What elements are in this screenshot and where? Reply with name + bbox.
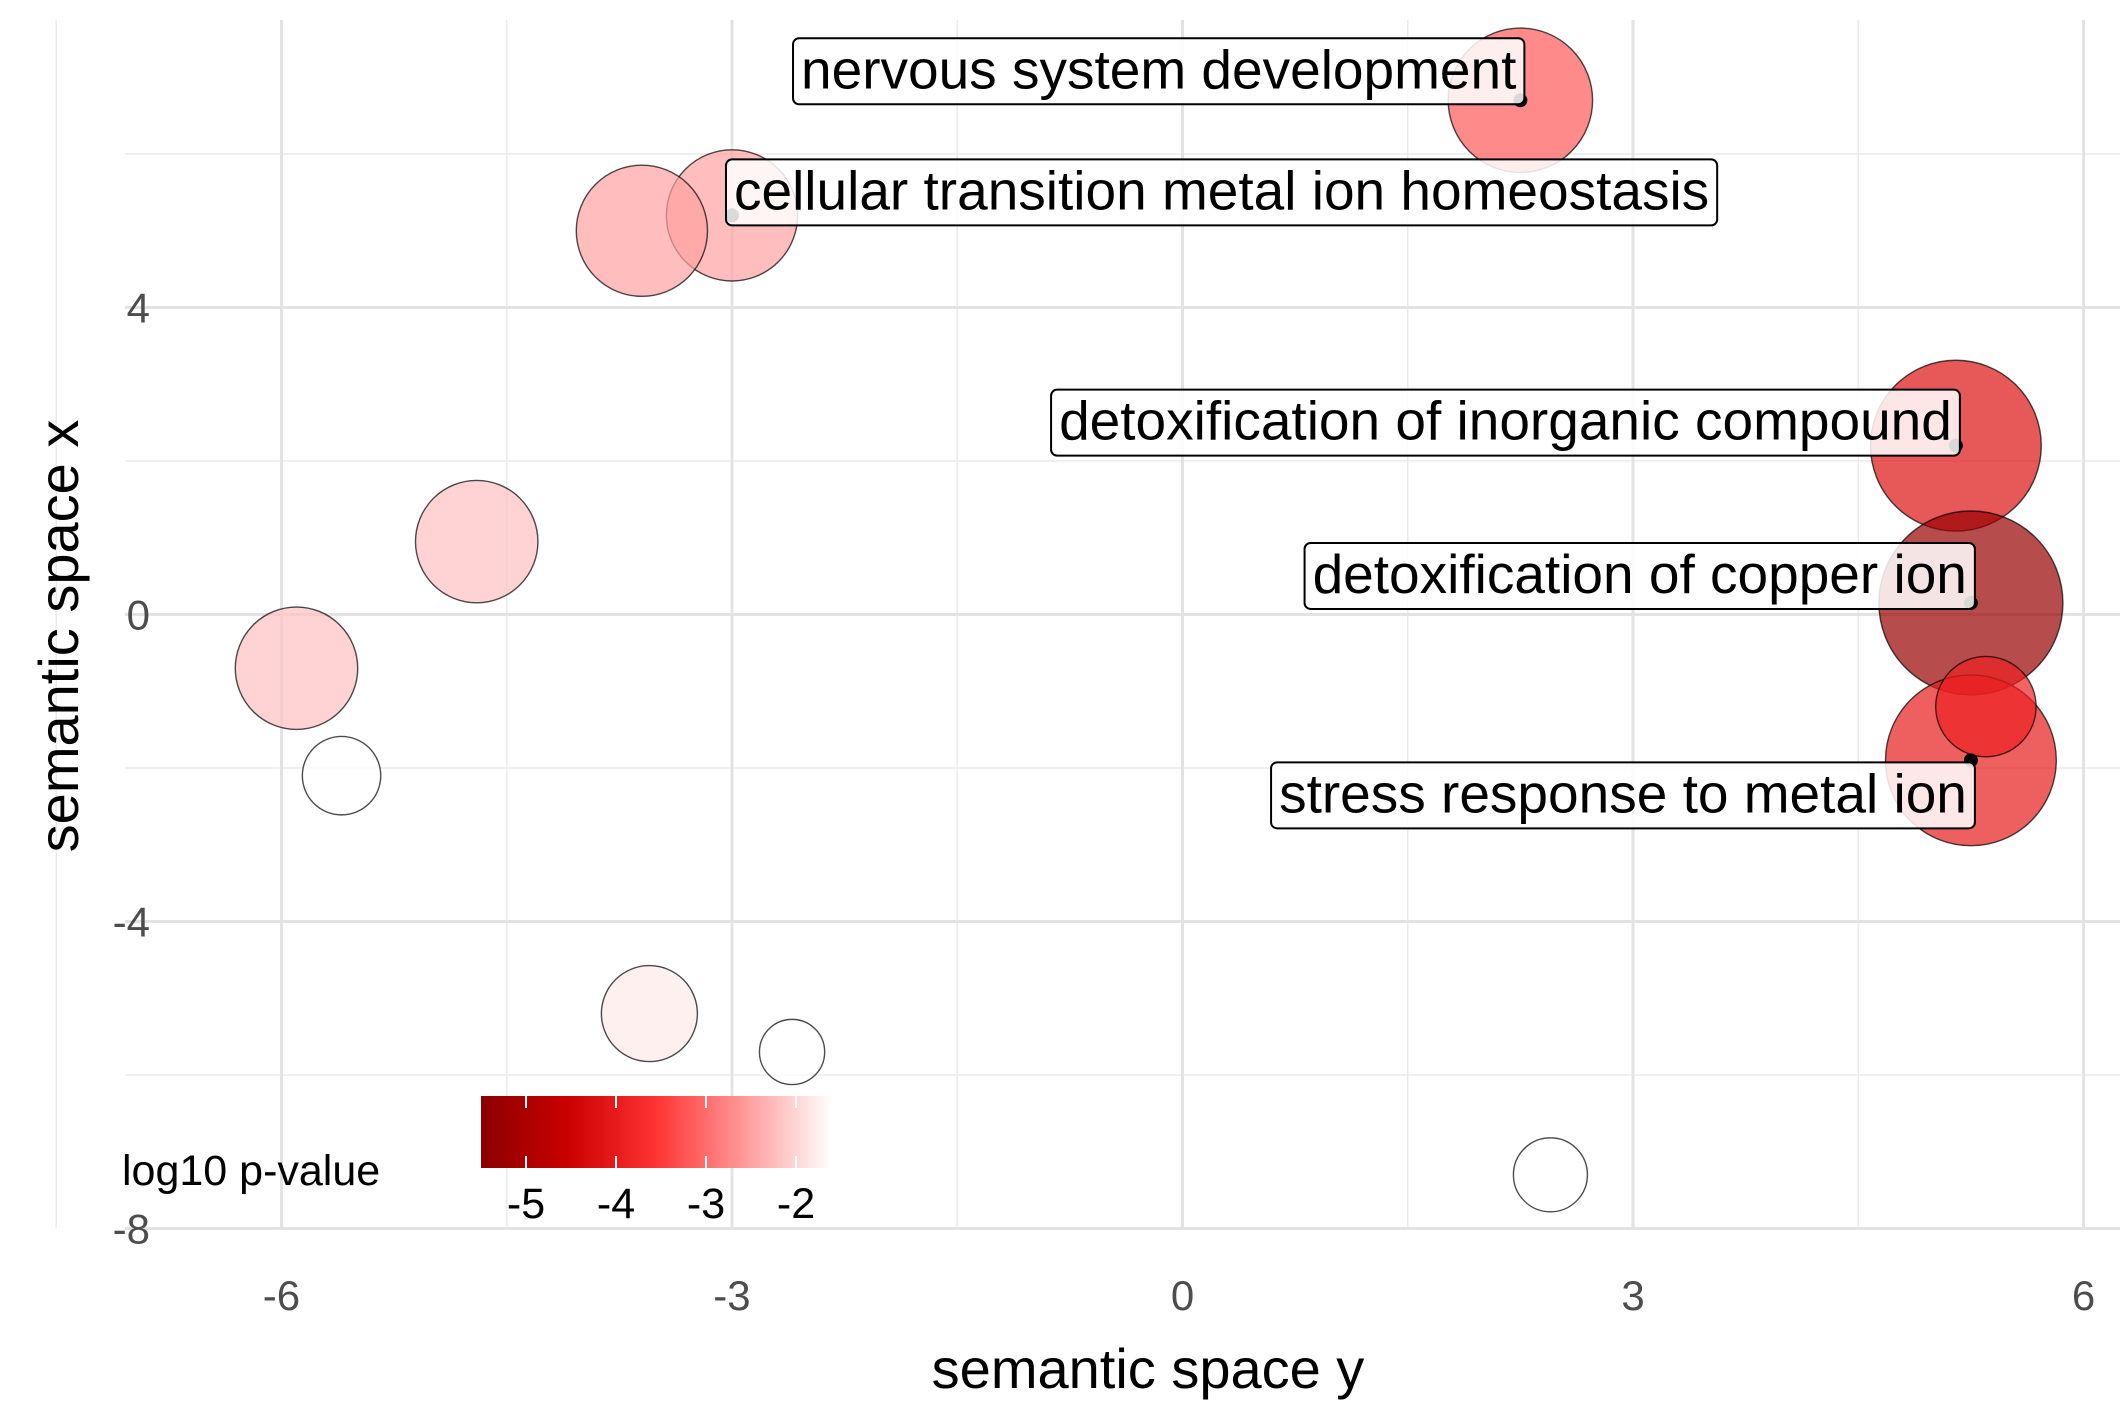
bubble xyxy=(301,735,382,816)
point-label: detoxification of inorganic compound xyxy=(1050,388,1961,457)
label-box xyxy=(1270,761,1976,830)
label-box xyxy=(1303,541,1976,610)
y-axis-ticks: -8 -4 0 4 xyxy=(113,285,150,1253)
legend-tick-label: -3 xyxy=(687,1180,725,1228)
x-tick-label: -6 xyxy=(263,1272,300,1319)
bubble xyxy=(575,164,709,298)
y-tick-label: -8 xyxy=(113,1206,150,1253)
y-tick-label: 4 xyxy=(127,285,150,332)
x-axis-ticks: -6 -3 0 3 6 xyxy=(263,1272,2095,1319)
color-legend: log10 p-value -5 -4 -3 -2 xyxy=(122,1096,832,1228)
point-label: stress response to metal ion xyxy=(1270,761,1976,830)
y-tick-label: -4 xyxy=(113,899,150,946)
bubble xyxy=(1512,1137,1589,1213)
label-text: detoxification of inorganic compound xyxy=(1059,390,1952,452)
legend-ticks: -5 -4 -3 -2 xyxy=(507,1096,815,1228)
x-tick-label: 3 xyxy=(1621,1272,1644,1319)
label-text: stress response to metal ion xyxy=(1279,762,1967,824)
bubble xyxy=(234,606,359,731)
bubble xyxy=(414,479,539,604)
legend-tick-label: -2 xyxy=(777,1180,815,1228)
point-label: cellular transition metal ion homeostasi… xyxy=(724,158,1719,227)
label-text: cellular transition metal ion homeostasi… xyxy=(734,159,1709,221)
legend-tick-label: -4 xyxy=(597,1180,635,1228)
legend-tick-label: -5 xyxy=(507,1180,545,1228)
label-text: nervous system development xyxy=(801,38,1516,100)
legend-title: log10 p-value xyxy=(122,1147,380,1195)
label-box xyxy=(792,37,1526,106)
label-box xyxy=(724,158,1719,227)
y-tick-label: 0 xyxy=(127,592,150,639)
x-axis-title: semantic space y xyxy=(932,1337,1365,1400)
label-text: detoxification of copper ion xyxy=(1313,543,1967,605)
x-tick-label: -3 xyxy=(713,1272,750,1319)
label-box xyxy=(1050,388,1961,457)
point-labels: nervous system development cellular trans… xyxy=(724,37,1978,830)
bubble xyxy=(1935,655,2037,758)
x-tick-label: 6 xyxy=(2072,1272,2095,1319)
point-label: nervous system development xyxy=(792,37,1526,106)
legend-colorbar xyxy=(481,1096,832,1168)
y-axis-title: semantic space x xyxy=(27,420,90,853)
x-tick-label: 0 xyxy=(1171,1272,1194,1319)
bubble xyxy=(600,964,699,1063)
point-label: detoxification of copper ion xyxy=(1303,541,1976,610)
bubble xyxy=(758,1018,826,1086)
